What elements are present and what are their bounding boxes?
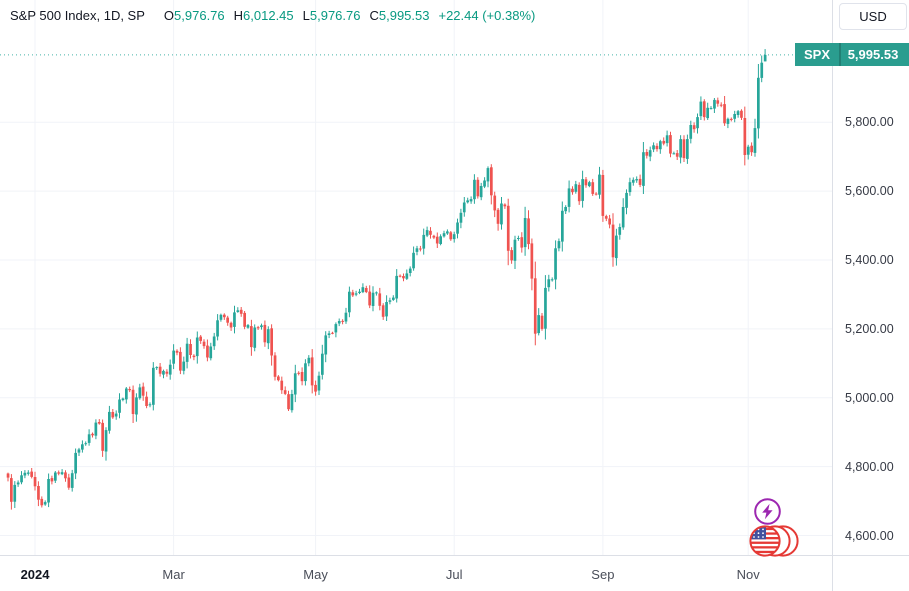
boost-lightning-icon[interactable] (753, 497, 782, 526)
flag-front (749, 525, 781, 557)
currency-button[interactable]: USD (839, 3, 907, 30)
ohlc-field-value: 6,012.45 (243, 8, 294, 23)
price-tick-label: 4,800.00 (845, 459, 894, 474)
symbol-title[interactable]: S&P 500 Index, 1D, SP (10, 8, 145, 23)
price-tick-label: 5,400.00 (845, 253, 894, 267)
price-tick-label: 5,800.00 (845, 115, 894, 130)
last-price-label: SPX 5,995.53 (795, 43, 909, 67)
symbol-header: S&P 500 Index, 1D, SP O5,976.76 H6,012.45 L… (10, 8, 535, 23)
time-tick-label: Nov (736, 567, 760, 582)
time-tick-label: Sep (591, 567, 615, 582)
ohlc-field-label: H (233, 8, 244, 23)
price-tick-label: 5,200.00 (845, 321, 894, 336)
time-tick-label: Jul (445, 567, 463, 582)
time-tick-label: May (303, 567, 328, 582)
price-tick-label: 5,600.00 (845, 184, 894, 199)
ohlc-field-label: C (369, 8, 379, 23)
lightning-bolt-glyph (762, 503, 773, 520)
price-label-divider (839, 43, 842, 67)
price-tick-label: 5,000.00 (845, 390, 894, 405)
time-tick-label: 2024 (20, 567, 50, 582)
us-flag-icon[interactable] (748, 523, 800, 559)
ohlc-values: O5,976.76 H6,012.45 L5,976.76 C5,995.53 (155, 8, 430, 23)
price-label-symbol: SPX (804, 47, 831, 63)
price-tick-label: 4,600.00 (845, 528, 894, 543)
ohlc-field-label: L (302, 8, 310, 23)
price-label-value: 5,995.53 (847, 47, 899, 63)
change-value: +22.44 (+0.38%) (438, 8, 536, 23)
ohlc-field-label: O (163, 8, 175, 23)
ohlc-field-value: 5,995.53 (378, 8, 430, 23)
ohlc-field-value: 5,976.76 (309, 8, 361, 23)
time-tick-label: Mar (162, 567, 185, 582)
ohlc-field-value: 5,976.76 (174, 8, 225, 23)
